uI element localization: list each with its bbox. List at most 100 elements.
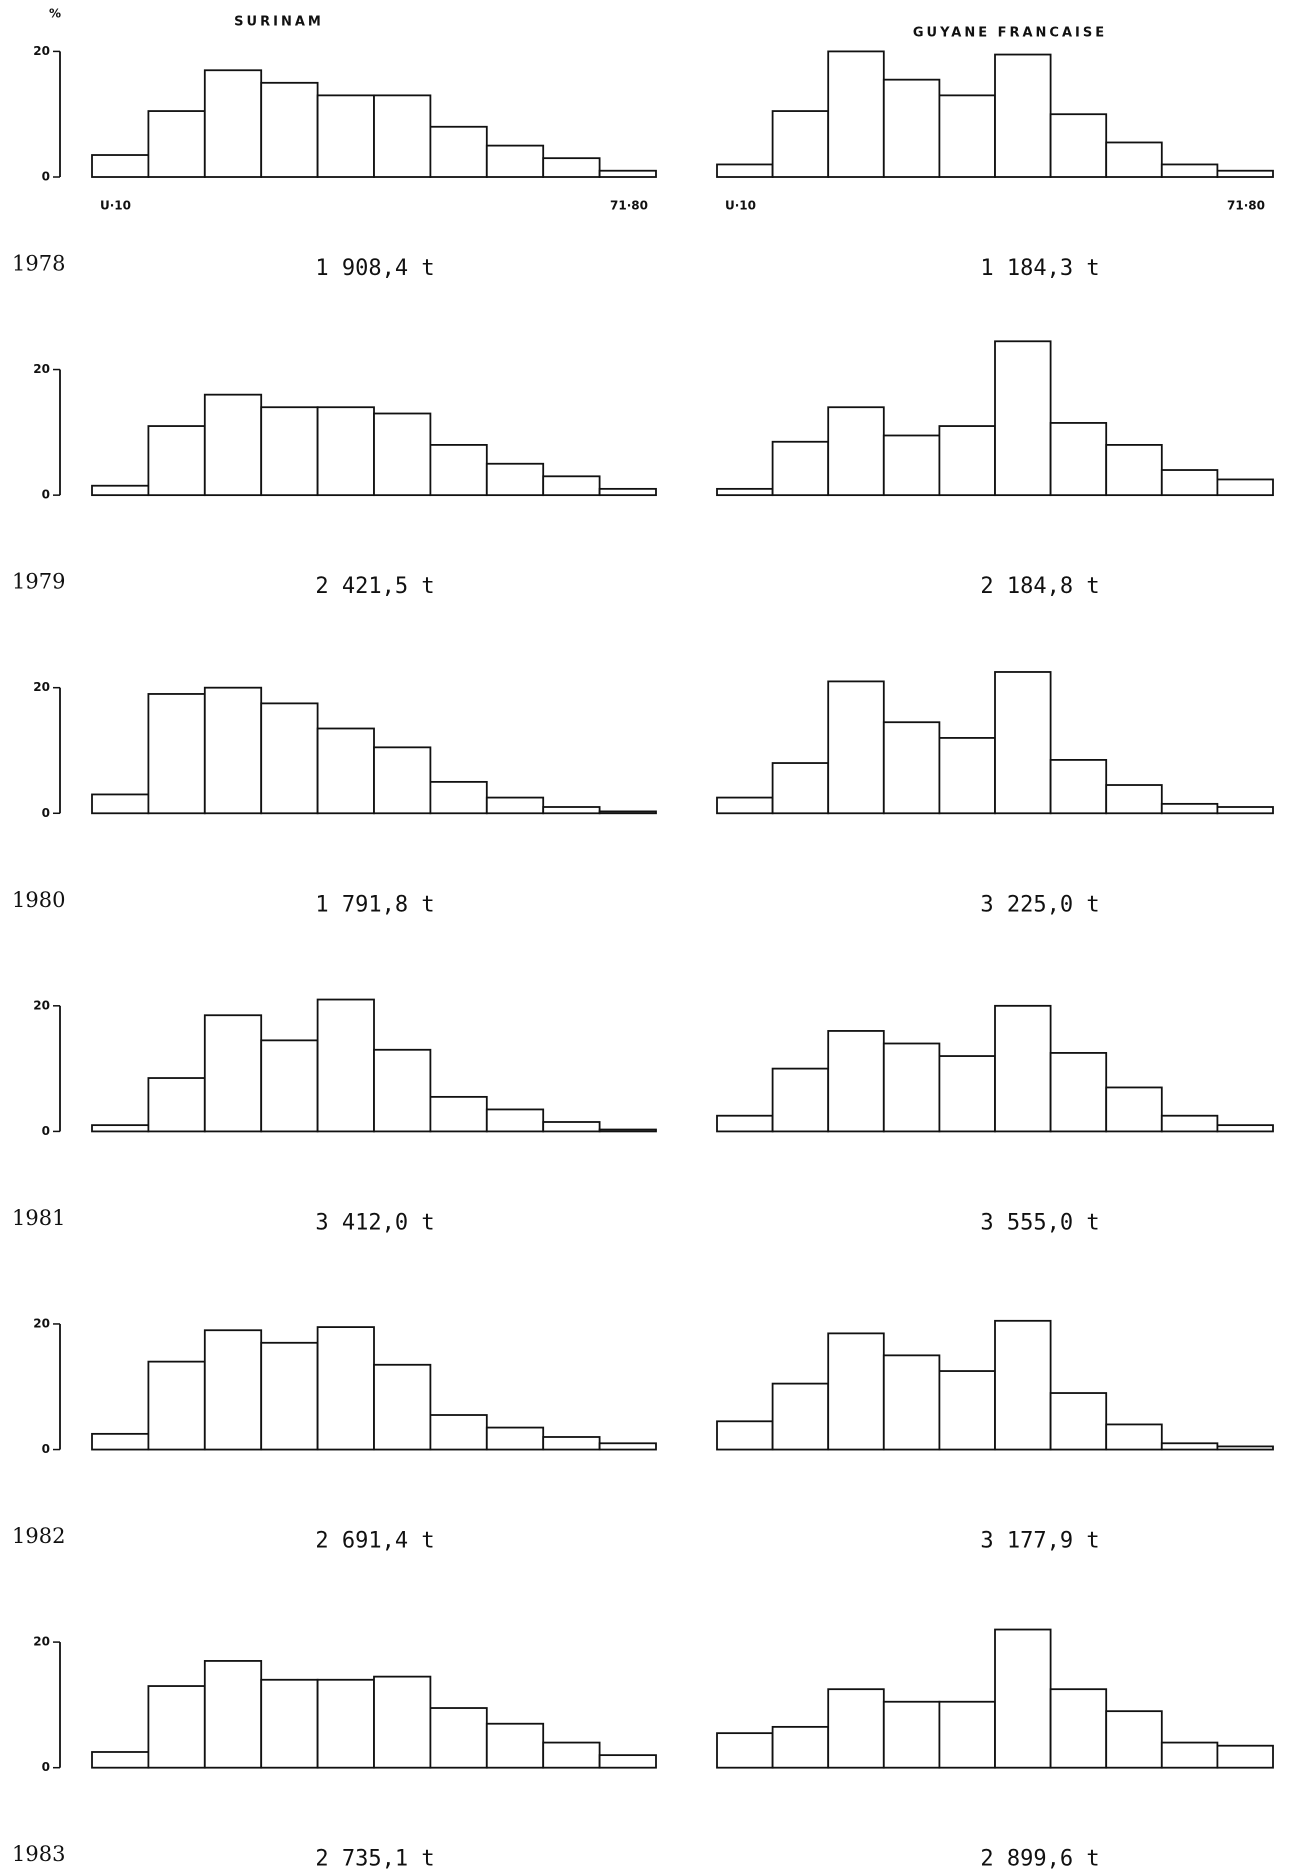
bar — [203, 686, 263, 815]
bar — [938, 425, 996, 497]
bar — [147, 425, 206, 497]
bar — [260, 702, 319, 815]
bar — [1216, 478, 1274, 497]
bar — [485, 796, 545, 815]
year-label: 1983 — [12, 1842, 65, 1866]
bar — [771, 1382, 830, 1451]
bar — [771, 110, 830, 178]
bar — [373, 94, 432, 178]
bar — [771, 1725, 830, 1769]
total-label: 1 791,8 t — [315, 892, 434, 917]
bar — [827, 406, 885, 497]
bar — [1105, 444, 1163, 497]
bar — [827, 1688, 885, 1769]
bar — [1105, 1710, 1163, 1769]
bar — [598, 1442, 657, 1451]
total-label: 1 184,3 t — [980, 256, 1099, 281]
bar — [1105, 784, 1163, 815]
bar — [827, 1332, 885, 1451]
y-tick-label: 20 — [33, 362, 50, 376]
bar — [994, 1628, 1052, 1769]
bar — [260, 81, 319, 178]
bar — [771, 1067, 830, 1133]
total-label: 2 691,4 t — [315, 1529, 434, 1554]
bar — [373, 1675, 432, 1769]
bar — [203, 393, 263, 497]
total-label: 3 412,0 t — [315, 1210, 434, 1235]
bar — [716, 487, 774, 497]
bar — [598, 1754, 657, 1769]
bar — [429, 444, 488, 497]
bar — [147, 110, 206, 178]
bar — [994, 340, 1052, 497]
bar — [429, 780, 488, 815]
total-label: 2 184,8 t — [980, 574, 1099, 599]
bar — [1160, 1741, 1219, 1769]
bar — [598, 810, 657, 815]
bar — [485, 1108, 545, 1133]
bar — [1105, 141, 1163, 178]
bar — [938, 737, 996, 815]
bar — [203, 1014, 263, 1133]
bar — [203, 1329, 263, 1451]
bar — [1160, 802, 1219, 815]
bar — [91, 793, 150, 815]
total-label: 3 225,0 t — [980, 892, 1099, 917]
bar — [316, 1326, 375, 1451]
bar — [1216, 1744, 1274, 1769]
bar — [147, 1077, 206, 1133]
bar — [542, 157, 601, 178]
bar — [316, 406, 375, 497]
bar — [598, 1128, 657, 1133]
bar — [147, 1685, 206, 1769]
bar — [1049, 1688, 1108, 1769]
bar — [882, 1700, 941, 1769]
bar — [373, 1048, 432, 1133]
year-label: 1981 — [12, 1206, 65, 1230]
bar — [91, 484, 150, 497]
bar — [1105, 1423, 1163, 1451]
bar — [542, 1741, 601, 1769]
y-tick-label: 0 — [42, 1124, 50, 1138]
bar — [1160, 469, 1219, 497]
chart-title: GUYANE FRANCAISE — [913, 26, 1107, 41]
y-tick-label: 0 — [42, 806, 50, 820]
y-tick-label: 20 — [33, 998, 50, 1012]
total-label: 2 735,1 t — [315, 1847, 434, 1872]
bar — [771, 762, 830, 815]
bar — [771, 440, 830, 497]
bar — [373, 412, 432, 497]
year-label: 1979 — [12, 570, 65, 594]
bar — [716, 1420, 774, 1451]
bar — [598, 169, 657, 178]
bar — [994, 1004, 1052, 1133]
bar — [260, 1341, 319, 1451]
total-label: 3 177,9 t — [980, 1529, 1099, 1554]
bar — [1160, 1442, 1219, 1451]
bar — [203, 1660, 263, 1769]
bar — [316, 1678, 375, 1769]
y-tick-label: 0 — [42, 1442, 50, 1456]
bar — [994, 671, 1052, 815]
bar — [429, 1707, 488, 1769]
x-tick-label: U·10 — [100, 199, 131, 213]
total-label: 2 421,5 t — [315, 574, 434, 599]
year-label: 1980 — [12, 888, 65, 912]
bar — [1049, 1052, 1108, 1133]
bar — [91, 154, 150, 178]
bar — [716, 1732, 774, 1769]
bar — [1049, 759, 1108, 815]
y-tick-label: 20 — [33, 680, 50, 694]
bar — [1216, 169, 1274, 178]
bar — [260, 1678, 319, 1769]
bar — [716, 1114, 774, 1133]
total-label: 2 899,6 t — [980, 1847, 1099, 1872]
year-label: 1982 — [12, 1524, 65, 1548]
bar — [994, 53, 1052, 178]
year-label: 1978 — [12, 252, 65, 276]
bar — [1105, 1086, 1163, 1133]
bar — [203, 69, 263, 178]
bar — [938, 1700, 996, 1769]
bar — [598, 487, 657, 497]
